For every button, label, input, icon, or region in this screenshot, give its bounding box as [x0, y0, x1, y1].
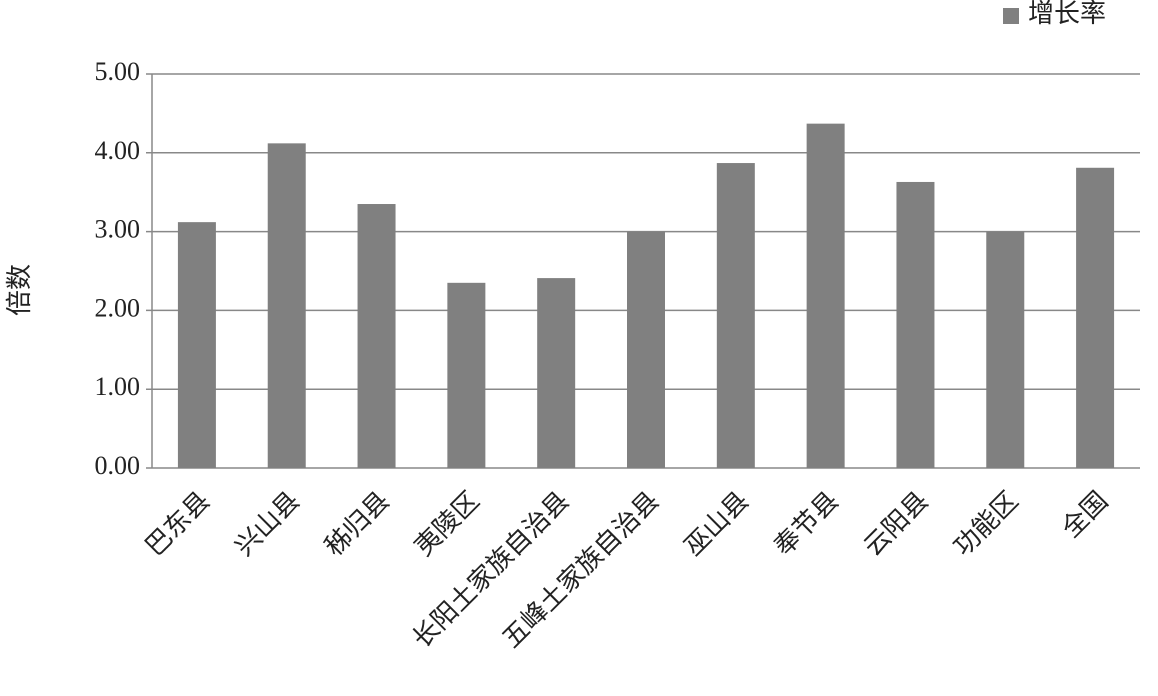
bar: [986, 231, 1025, 468]
y-tick-label: 0.00: [95, 451, 141, 480]
x-tick-label: 全国: [1056, 486, 1113, 543]
x-tick-label: 巴东县: [140, 486, 216, 562]
bar: [806, 123, 845, 469]
x-tick-label: 长阳土家族自治县: [407, 486, 575, 654]
x-tick-label: 巫山县: [679, 486, 755, 562]
legend-label: 增长率: [1028, 0, 1106, 28]
bar: [627, 231, 665, 468]
y-axis-label: 倍数: [5, 264, 34, 316]
bar: [177, 222, 216, 468]
bar: [1076, 167, 1115, 468]
x-tick-label: 兴山县: [230, 486, 306, 562]
y-tick-label: 4.00: [95, 136, 141, 165]
y-tick-label: 5.00: [95, 57, 141, 86]
bar: [716, 163, 755, 468]
bar: [267, 143, 306, 468]
y-tick-label: 1.00: [95, 372, 141, 401]
x-tick-label: 奉节县: [768, 486, 844, 562]
legend-swatch: [1003, 8, 1019, 24]
x-tick-label: 云阳县: [858, 486, 934, 562]
bar: [447, 282, 486, 468]
x-tick-label: 夷陵区: [409, 486, 485, 562]
bar: [357, 204, 396, 468]
x-tick-label: 五峰土家族自治县: [497, 486, 665, 654]
y-tick-label: 2.00: [95, 293, 141, 322]
y-tick-label: 3.00: [95, 215, 141, 244]
bar: [537, 278, 576, 468]
bar: [896, 181, 935, 468]
x-tick-label: 秭归县: [319, 486, 395, 562]
x-tick-label: 功能区: [948, 486, 1024, 562]
